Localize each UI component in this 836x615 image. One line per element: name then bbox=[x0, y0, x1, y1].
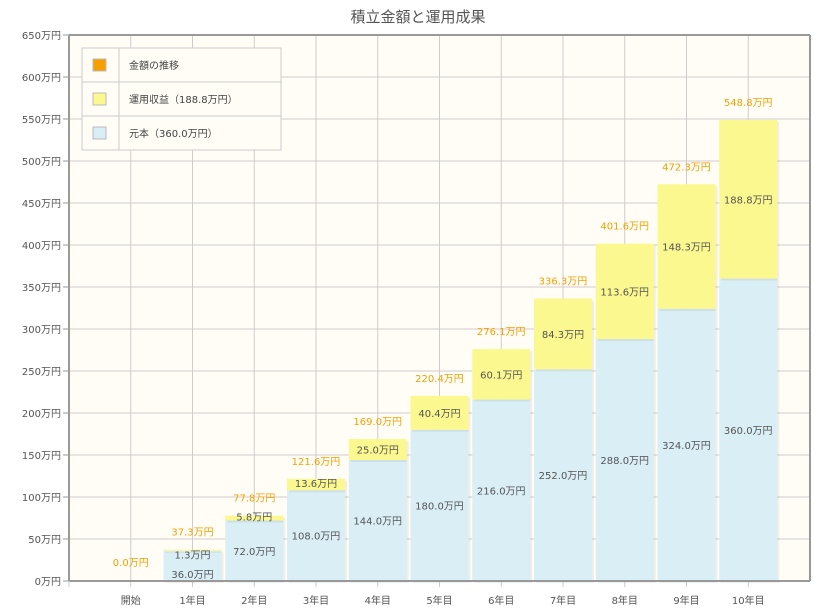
bar-segment bbox=[163, 549, 222, 551]
data-label-principal: 72.0万円 bbox=[233, 547, 275, 558]
x-tick-label: 5年目 bbox=[426, 594, 452, 607]
x-tick-label: 1年目 bbox=[179, 594, 205, 607]
legend-label: 運用収益（188.8万円） bbox=[129, 93, 238, 106]
bar-segment bbox=[657, 308, 716, 581]
y-tick-label: 500万円 bbox=[22, 157, 61, 168]
data-label-return: 40.4万円 bbox=[418, 409, 460, 420]
data-label-return: 60.1万円 bbox=[480, 370, 522, 381]
data-label-return: 113.6万円 bbox=[600, 287, 649, 298]
data-label-principal: 216.0万円 bbox=[477, 486, 526, 497]
data-label-principal: 252.0万円 bbox=[539, 471, 588, 482]
data-label-return: 5.8万円 bbox=[236, 513, 272, 524]
data-label-total: 77.8万円 bbox=[233, 494, 275, 505]
legend bbox=[81, 47, 282, 151]
data-label-total: 0.0万円 bbox=[113, 558, 149, 569]
legend-label: 金額の推移 bbox=[129, 59, 179, 72]
y-tick-label: 100万円 bbox=[22, 493, 61, 504]
data-label-return: 188.8万円 bbox=[724, 195, 773, 206]
data-label-principal: 288.0万円 bbox=[600, 456, 649, 467]
bar-segment bbox=[472, 349, 531, 400]
legend-swatch bbox=[92, 126, 107, 140]
y-tick-label: 0万円 bbox=[35, 577, 61, 588]
data-label-return: 148.3万円 bbox=[662, 243, 711, 254]
bar-segment bbox=[348, 439, 407, 461]
y-tick-label: 50万円 bbox=[28, 535, 61, 546]
y-tick-label: 300万円 bbox=[22, 325, 61, 336]
y-tick-label: 650万円 bbox=[22, 31, 61, 42]
data-label-principal: 180.0万円 bbox=[415, 501, 464, 512]
y-tick-label: 450万円 bbox=[22, 199, 61, 210]
x-tick-label: 7年目 bbox=[550, 594, 576, 607]
data-label-total: 169.0万円 bbox=[353, 417, 402, 428]
data-label-total: 401.6万円 bbox=[600, 222, 649, 233]
x-tick-label: 8年目 bbox=[612, 594, 638, 607]
bar-segment bbox=[410, 429, 469, 581]
legend-swatch bbox=[92, 92, 107, 106]
y-tick-label: 400万円 bbox=[22, 241, 61, 252]
bar-segment bbox=[287, 478, 345, 491]
data-label-total: 121.6万円 bbox=[292, 457, 341, 468]
x-tick-label: 4年目 bbox=[365, 594, 391, 607]
data-label-total: 276.1万円 bbox=[477, 327, 526, 338]
bar-segment bbox=[287, 490, 345, 581]
data-label-total: 548.8万円 bbox=[724, 98, 773, 109]
bar-shadow bbox=[165, 551, 224, 553]
data-label-total: 37.3万円 bbox=[171, 528, 213, 539]
data-label-return: 1.3万円 bbox=[175, 551, 211, 562]
bar-segment bbox=[163, 550, 222, 581]
data-label-principal: 360.0万円 bbox=[724, 426, 773, 437]
bar-segment bbox=[348, 460, 407, 581]
y-tick-label: 200万円 bbox=[22, 409, 61, 420]
x-tick-label: 2年目 bbox=[241, 594, 267, 607]
x-tick-label: 9年目 bbox=[673, 594, 699, 607]
data-label-return: 84.3万円 bbox=[542, 330, 584, 341]
bar-segment bbox=[225, 515, 284, 521]
y-tick-label: 150万円 bbox=[22, 451, 61, 462]
x-tick-label: 開始 bbox=[121, 594, 141, 607]
bar-segment bbox=[719, 278, 778, 581]
legend-label: 元本（360.0万円） bbox=[129, 127, 218, 140]
data-label-principal: 324.0万円 bbox=[662, 441, 711, 452]
x-tick-label: 6年目 bbox=[488, 594, 514, 607]
bar-segment bbox=[534, 369, 592, 581]
y-tick-label: 250万円 bbox=[22, 367, 61, 378]
y-tick-label: 350万円 bbox=[22, 283, 61, 294]
data-label-principal: 108.0万円 bbox=[292, 532, 341, 543]
y-tick-label: 550万円 bbox=[22, 115, 61, 126]
bar-segment bbox=[595, 243, 654, 340]
x-tick-label: 10年目 bbox=[732, 594, 765, 607]
data-label-total: 220.4万円 bbox=[415, 374, 464, 385]
x-tick-label: 3年目 bbox=[303, 594, 329, 607]
bar-segment bbox=[719, 120, 778, 279]
bar-segment bbox=[534, 298, 592, 370]
bar-segment bbox=[657, 184, 716, 309]
data-label-return: 13.6万円 bbox=[295, 479, 337, 490]
bar-segment bbox=[410, 395, 469, 430]
chart-title: 積立金額と運用成果 bbox=[350, 8, 485, 26]
data-label-principal: 36.0万円 bbox=[171, 570, 213, 581]
bar-segment bbox=[595, 339, 654, 581]
data-label-total: 336.3万円 bbox=[539, 277, 588, 288]
data-label-total: 472.3万円 bbox=[662, 162, 711, 173]
data-label-return: 25.0万円 bbox=[357, 446, 399, 457]
y-tick-label: 600万円 bbox=[22, 73, 61, 84]
legend-swatch bbox=[92, 58, 107, 72]
bar-segment bbox=[472, 399, 531, 581]
data-label-principal: 144.0万円 bbox=[353, 517, 402, 528]
bar-segment bbox=[225, 520, 284, 581]
